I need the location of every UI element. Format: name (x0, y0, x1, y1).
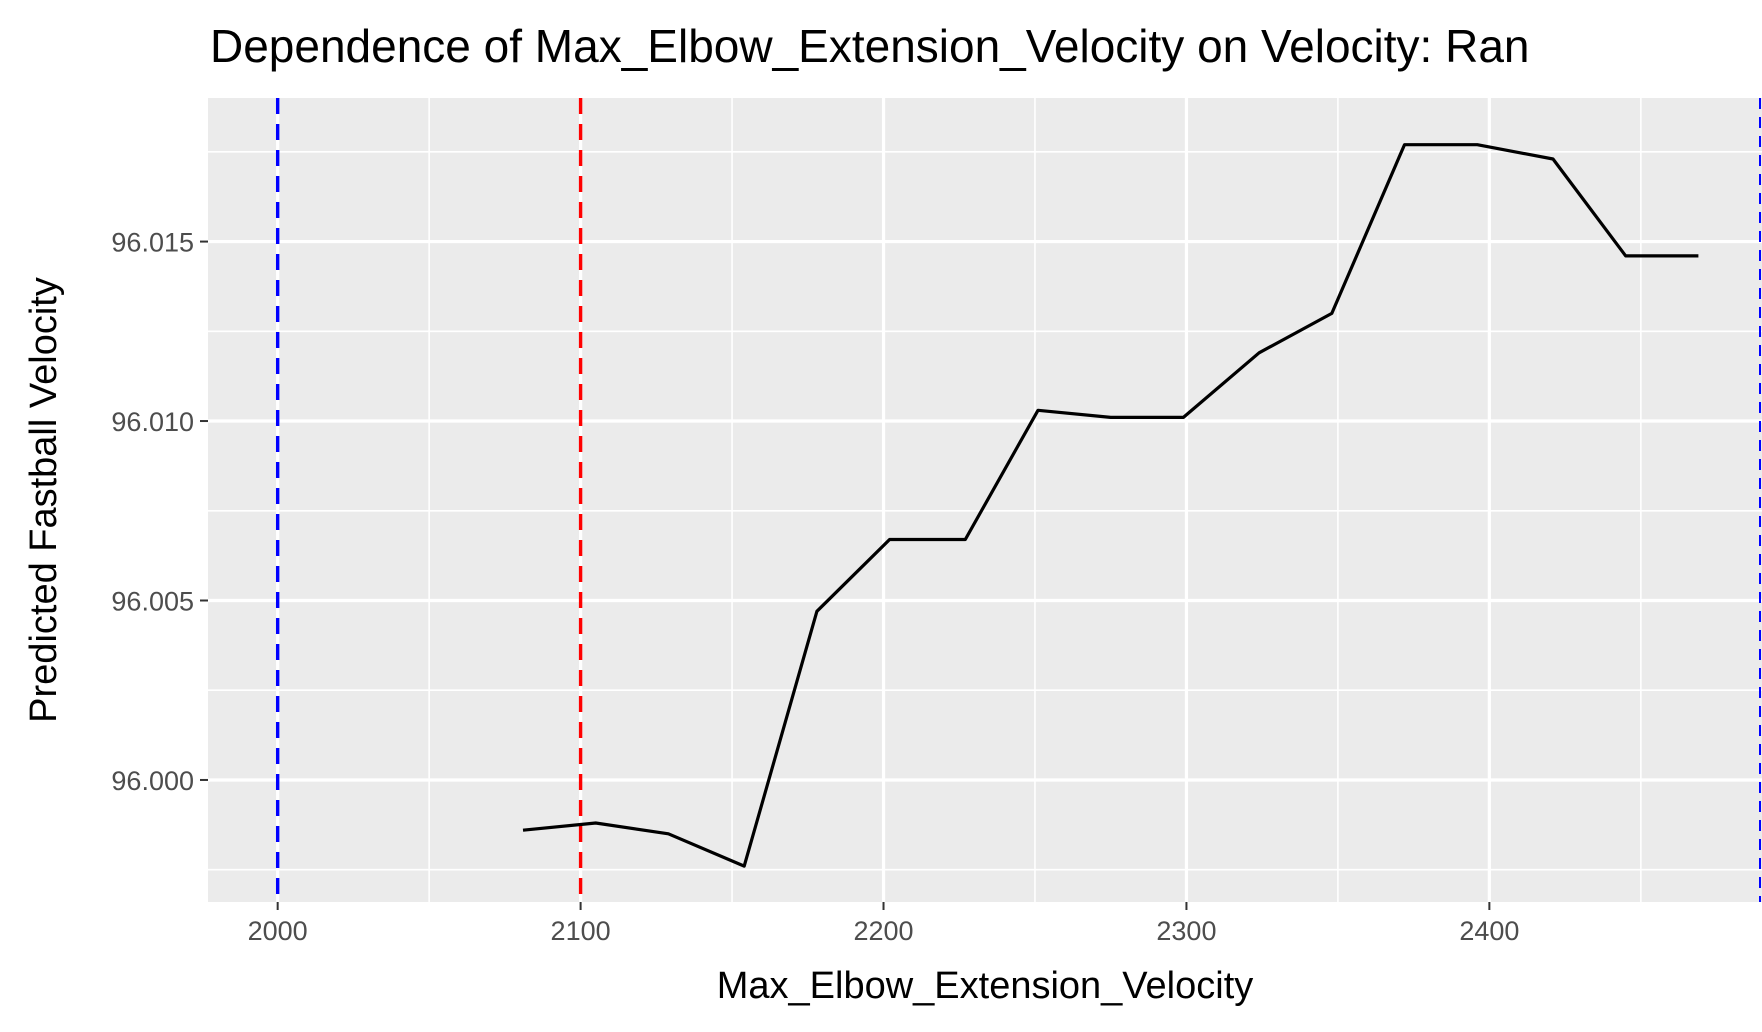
y-axis-title: Predicted Fastball Velocity (23, 277, 65, 723)
x-tick-label: 2400 (1459, 916, 1519, 946)
y-tick-label: 96.015 (111, 228, 194, 258)
y-tick-label: 96.010 (111, 407, 194, 437)
x-tick-label: 2000 (248, 916, 308, 946)
minor-gridlines (208, 98, 1762, 902)
y-tick-label: 96.000 (111, 766, 194, 796)
x-tick-label: 2200 (853, 916, 913, 946)
x-axis-title: Max_Elbow_Extension_Velocity (717, 965, 1254, 1007)
y-tick-label: 96.005 (111, 587, 194, 617)
x-axis: 2000 2100 2200 2300 2400 (248, 902, 1519, 946)
x-tick-label: 2300 (1156, 916, 1216, 946)
series-layer (522, 143, 1699, 868)
chart-title: Dependence of Max_Elbow_Extension_Veloci… (210, 20, 1530, 72)
y-axis: 96.000 96.005 96.010 96.015 (111, 228, 208, 796)
reference-lines (275, 98, 1761, 902)
x-tick-label: 2100 (551, 916, 611, 946)
series-line (522, 143, 1699, 868)
plot-panel (208, 98, 1762, 902)
